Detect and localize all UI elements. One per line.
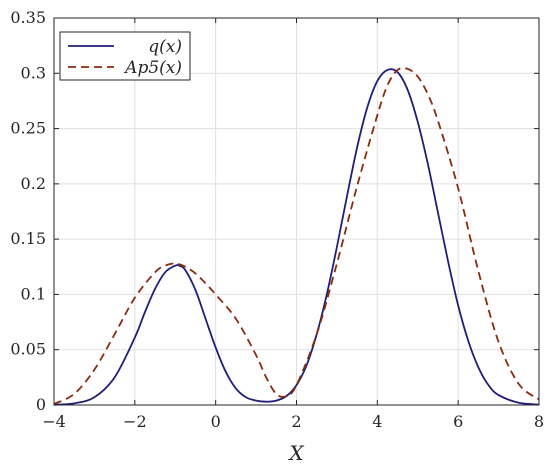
- x-tick-label: 2: [291, 412, 301, 431]
- x-tick-label: −4: [42, 412, 66, 431]
- series-line-q: [53, 68, 540, 406]
- y-tick-label: 0: [36, 395, 46, 414]
- y-tick-label: 0.05: [10, 340, 46, 359]
- x-tick-label: −2: [123, 412, 147, 431]
- x-tick-label: 6: [453, 412, 463, 431]
- y-tick-label: 0.35: [10, 8, 46, 27]
- legend-label-ap5: Ap5(x): [123, 58, 182, 78]
- legend: q(x) Ap5(x): [59, 31, 191, 81]
- x-tick-label: 0: [211, 412, 221, 431]
- grid-layer: [53, 17, 540, 406]
- y-tick-label: 0.25: [10, 119, 46, 138]
- y-tick-label: 0.15: [10, 229, 46, 248]
- x-tick-label: 4: [372, 412, 382, 431]
- legend-label-q: q(x): [148, 37, 182, 57]
- x-axis-label: X: [287, 441, 304, 465]
- x-tick-label: 8: [534, 412, 544, 431]
- series-line-ap5: [53, 67, 540, 405]
- legend-box: [59, 31, 191, 81]
- series-layer: [53, 67, 540, 406]
- y-tick-label: 0.2: [21, 174, 46, 193]
- y-tick-label: 0.3: [21, 63, 46, 82]
- tick-layer: −4 −2 0 2 4 6 8 0 0.05 0.1 0.15 0.2 0.25 0.3 0.35: [10, 8, 544, 431]
- y-tick-label: 0.1: [21, 284, 46, 303]
